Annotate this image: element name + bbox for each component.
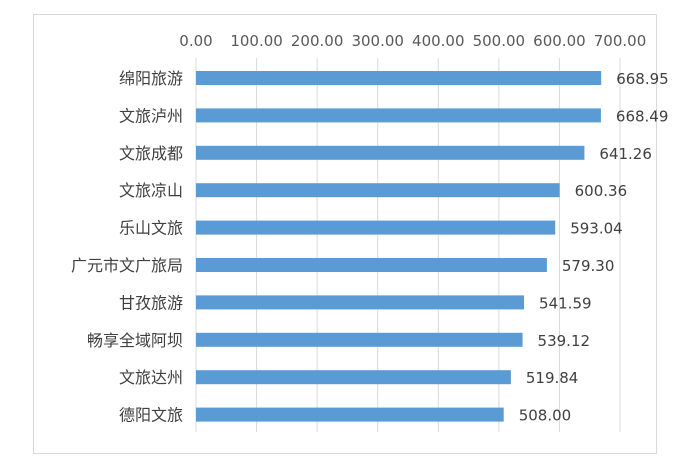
x-tick-label: 100.00 bbox=[230, 32, 283, 50]
bar bbox=[196, 258, 547, 272]
category-label: 广元市文广旅局 bbox=[71, 256, 183, 275]
bar bbox=[196, 332, 523, 347]
value-label: 641.26 bbox=[599, 145, 652, 163]
category-label: 乐山文旅 bbox=[119, 219, 183, 238]
value-label: 519.84 bbox=[526, 369, 579, 387]
bar bbox=[196, 183, 560, 198]
category-labels: 绵阳旅游文旅泸州文旅成都文旅凉山乐山文旅广元市文广旅局甘孜旅游畅享全域阿坝文旅达… bbox=[71, 69, 183, 425]
bar bbox=[196, 71, 602, 85]
value-labels: 668.95 668.49 641.26 600.36 593.04 579.30 541.… bbox=[519, 70, 669, 425]
value-label: 668.49 bbox=[616, 107, 669, 125]
x-tick-label: 600.00 bbox=[533, 32, 586, 50]
value-label: 593.04 bbox=[570, 220, 623, 238]
value-label: 539.12 bbox=[538, 332, 591, 350]
x-tick-label: 0.00 bbox=[179, 32, 212, 50]
value-label: 668.95 bbox=[616, 70, 669, 88]
bar bbox=[196, 407, 504, 422]
bar bbox=[196, 370, 511, 385]
bar bbox=[196, 108, 601, 123]
category-label: 文旅达州 bbox=[119, 368, 183, 387]
value-label: 508.00 bbox=[519, 407, 572, 425]
x-tick-label: 400.00 bbox=[412, 32, 465, 50]
bar bbox=[196, 145, 585, 160]
bars bbox=[196, 71, 602, 422]
category-label: 畅享全域阿坝 bbox=[87, 331, 183, 350]
value-label: 600.36 bbox=[575, 182, 628, 200]
x-axis-ticks: 0.00 100.00 200.00 300.00 400.00 500.00 600.00… bbox=[179, 32, 646, 50]
category-label: 绵阳旅游 bbox=[119, 69, 183, 88]
bar bbox=[196, 295, 525, 310]
x-tick-label: 300.00 bbox=[351, 32, 404, 50]
value-label: 579.30 bbox=[562, 257, 615, 275]
category-label: 甘孜旅游 bbox=[119, 293, 183, 312]
category-label: 文旅凉山 bbox=[119, 181, 183, 200]
bar bbox=[196, 220, 556, 235]
category-label: 德阳文旅 bbox=[119, 406, 183, 425]
category-label: 文旅成都 bbox=[119, 144, 183, 163]
category-label: 文旅泸州 bbox=[119, 106, 183, 125]
value-label: 541.59 bbox=[539, 294, 592, 312]
x-tick-label: 500.00 bbox=[473, 32, 526, 50]
x-tick-label: 700.00 bbox=[594, 32, 647, 50]
x-tick-label: 200.00 bbox=[291, 32, 344, 50]
